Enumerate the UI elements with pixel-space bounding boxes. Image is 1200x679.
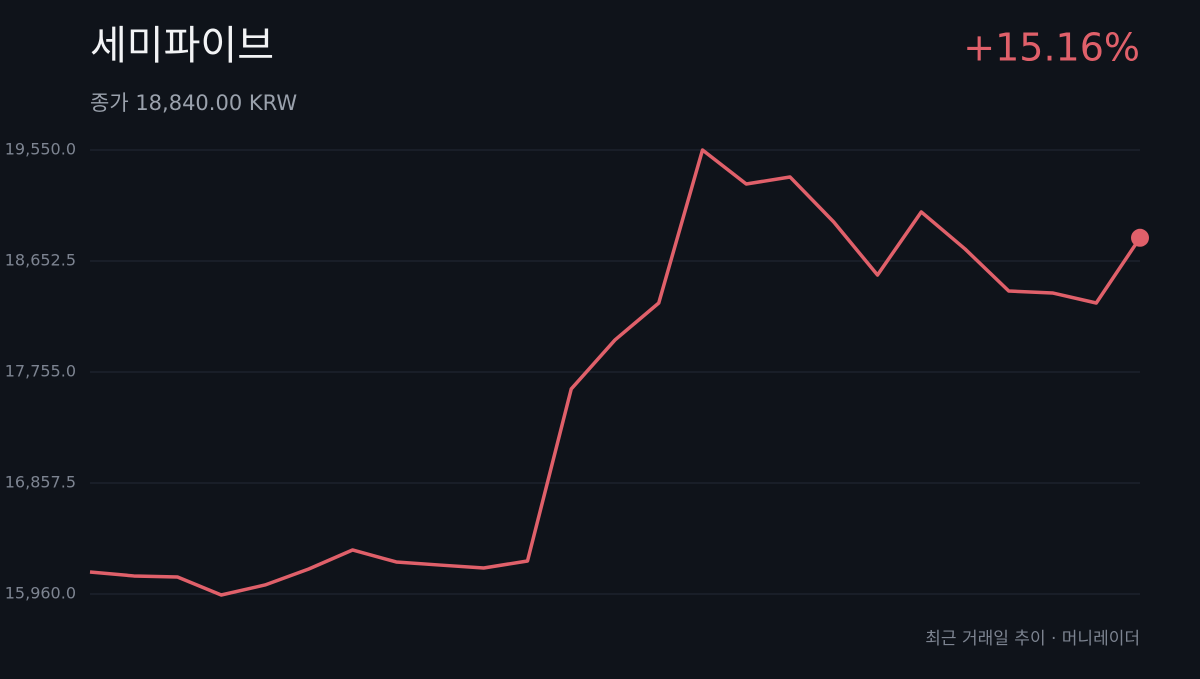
price-line (89, 148, 1142, 597)
change: +15.16% (963, 26, 1140, 70)
end-dot (1131, 228, 1149, 247)
y-tick-label: 19,550.0 (5, 140, 76, 159)
y-tick-label: 15,960.0 (5, 584, 76, 603)
footer: 최근 거래일 추이 · 머니레이더 (925, 629, 1140, 649)
y-tick-label: 16,857.5 (5, 473, 76, 492)
chart-title: 세미파이브 (90, 23, 274, 69)
y-tick-label: 18,652.5 (5, 251, 76, 270)
subtitle: 종가 18,840.00 KRW (90, 91, 297, 115)
y-tick-label: 17,755.0 (5, 362, 76, 381)
